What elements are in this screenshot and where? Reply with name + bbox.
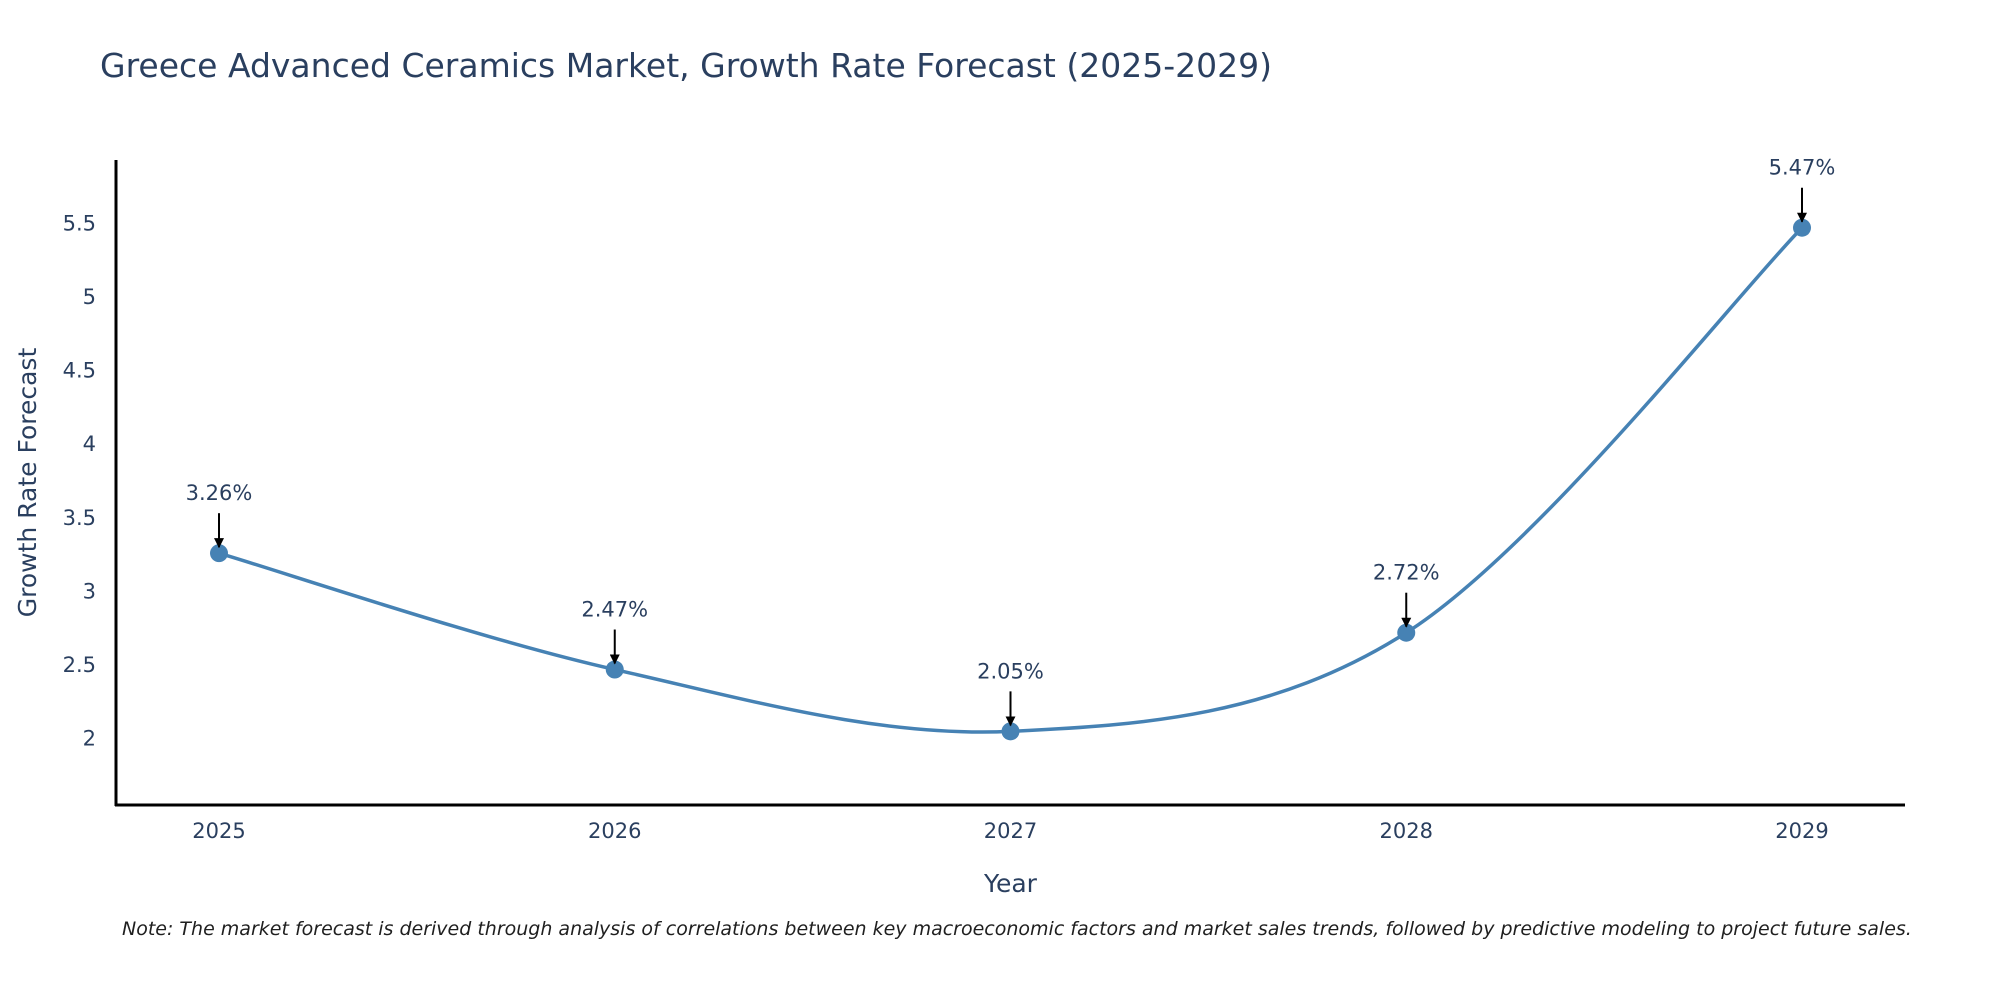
y-tick-label: 5 — [83, 285, 96, 309]
axes: 2 2.5 3 3.5 4 4.5 5 5.5 2025 2026 2027 2028 2029 Year… — [13, 160, 1905, 898]
y-tick-label: 2 — [83, 727, 96, 751]
chart-note: Note: The market forecast is derived thr… — [122, 918, 1912, 940]
data-point-marker — [210, 544, 228, 563]
data-point-marker — [1001, 722, 1020, 741]
series-line — [218, 226, 1804, 734]
y-tick-label: 5.5 — [63, 211, 96, 235]
series-line-group — [218, 226, 1804, 734]
data-point-marker — [605, 660, 624, 679]
y-tick-label: 3.5 — [63, 506, 96, 530]
x-tick-label: 2028 — [1380, 819, 1433, 843]
data-label: 3.26% — [186, 481, 253, 505]
y-tick-label: 4.5 — [63, 359, 96, 383]
y-tick-label: 2.5 — [63, 653, 96, 677]
data-point-marker — [1397, 623, 1416, 642]
data-label: 2.05% — [977, 659, 1044, 683]
y-tick-label: 3 — [83, 579, 96, 603]
x-tick-label: 2026 — [588, 819, 641, 843]
data-label-group: 3.26% 2.47% 2.05% 2.72% 5.47% — [186, 156, 1836, 727]
y-axis-title: Growth Rate Forecast — [13, 348, 42, 618]
x-tick-label: 2029 — [1775, 819, 1828, 843]
data-label: 2.47% — [581, 598, 648, 622]
x-tick-label: 2025 — [192, 819, 245, 843]
y-tick-label: 4 — [83, 432, 96, 456]
x-tick-label: 2027 — [984, 819, 1037, 843]
data-label: 2.72% — [1373, 561, 1440, 585]
data-label: 5.47% — [1769, 156, 1836, 180]
data-point-marker — [1793, 218, 1811, 237]
chart-title: Greece Advanced Ceramics Market, Growth … — [100, 46, 1272, 85]
x-axis-title: Year — [983, 869, 1038, 898]
data-points — [210, 218, 1811, 741]
